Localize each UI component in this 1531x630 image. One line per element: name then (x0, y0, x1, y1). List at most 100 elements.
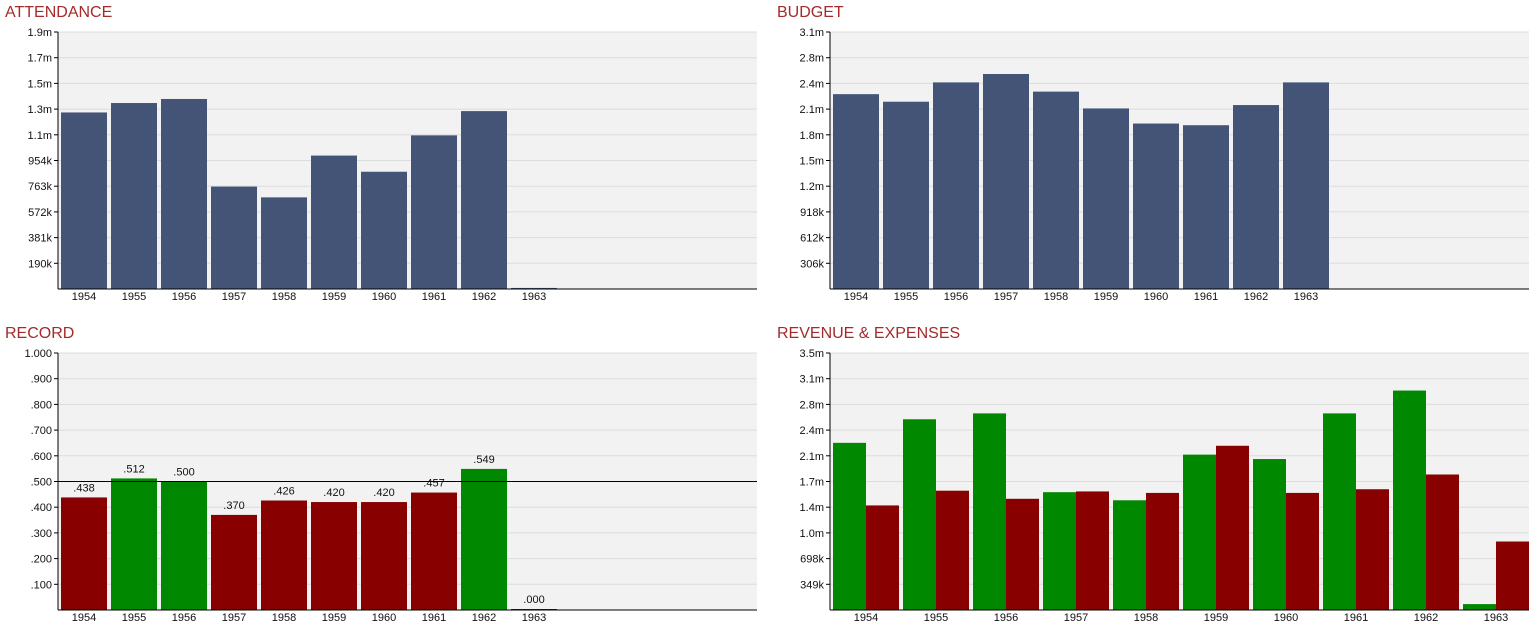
revenue-bar-series-1 (1146, 492, 1179, 610)
revenue-bar-series-1 (936, 490, 969, 610)
record-value-label: .000 (523, 594, 544, 606)
revenue-x-tick-label: 1954 (854, 612, 878, 624)
budget-y-tick-label: 3.1m (800, 27, 824, 39)
revenue-panel: REVENUE & EXPENSES (777, 325, 1531, 630)
attendance-bar (211, 186, 257, 289)
budget-x-tick-label: 1963 (1294, 291, 1318, 303)
attendance-y-tick-label: 1.7m (28, 53, 52, 65)
budget-y-tick-label: 2.4m (800, 78, 824, 90)
record-x-tick-label: 1961 (422, 612, 446, 624)
budget-x-tick-label: 1956 (944, 291, 968, 303)
record-bar (461, 468, 507, 610)
record-title: RECORD (5, 325, 75, 342)
revenue-bar-series-1 (1356, 489, 1389, 610)
revenue-x-tick-label: 1959 (1204, 612, 1228, 624)
record-y-tick-label: 1.000 (24, 348, 52, 360)
revenue-y-tick-label: 2.4m (800, 425, 824, 437)
record-bar (361, 502, 407, 610)
budget-x-tick-label: 1954 (844, 291, 868, 303)
budget-y-tick-label: 612k (800, 233, 824, 245)
revenue-chart: 349k 698k 1.0m 1.4m 1.7m 2.1m 2.4m 2.8m 3.1m 3.5m… (800, 348, 1529, 624)
revenue-x-tick-label: 1961 (1344, 612, 1368, 624)
revenue-bar-series-0 (1183, 454, 1216, 610)
revenue-bar-series-0 (1113, 500, 1146, 610)
record-value-label: .438 (73, 482, 94, 494)
budget-bar (933, 82, 979, 290)
attendance-bar (511, 287, 557, 289)
attendance-y-tick-label: 763k (28, 181, 52, 193)
record-y-tick-label: .300 (31, 528, 52, 540)
record-value-label: .457 (423, 478, 444, 490)
record-bar (261, 500, 307, 610)
attendance-y-tick-label: 190k (28, 258, 52, 270)
revenue-y-tick-label: 1.4m (800, 502, 824, 514)
budget-y-tick-label: 2.8m (800, 53, 824, 65)
budget-x-tick-label: 1960 (1144, 291, 1168, 303)
attendance-y-tick-label: 1.9m (28, 27, 52, 39)
record-bar (211, 514, 257, 610)
attendance-title: ATTENDANCE (5, 4, 113, 21)
record-x-tick-label: 1959 (322, 612, 346, 624)
revenue-y-tick-label: 2.1m (800, 451, 824, 463)
budget-bar (1233, 105, 1279, 289)
record-panel: RECORD (5, 325, 765, 630)
record-x-tick-label: 1962 (472, 612, 496, 624)
budget-y-tick-label: 306k (800, 258, 824, 270)
revenue-bar-series-1 (1426, 474, 1459, 610)
budget-bar (1283, 82, 1329, 290)
attendance-x-tick-label: 1955 (122, 291, 146, 303)
budget-bar (1133, 123, 1179, 290)
record-value-label: .420 (323, 487, 344, 499)
revenue-x-tick-label: 1963 (1484, 612, 1508, 624)
attendance-x-tick-label: 1956 (172, 291, 196, 303)
revenue-bar-series-0 (1253, 459, 1286, 610)
revenue-bar-series-1 (1286, 492, 1319, 610)
revenue-bar-series-0 (1463, 604, 1496, 610)
revenue-bar-series-1 (866, 505, 899, 610)
revenue-bar-series-0 (903, 419, 936, 610)
budget-x-tick-label: 1955 (894, 291, 918, 303)
attendance-x-tick-label: 1962 (472, 291, 496, 303)
revenue-y-tick-label: 2.8m (800, 399, 824, 411)
revenue-y-tick-label: 349k (800, 579, 824, 591)
budget-panel: BUDGET (777, 4, 1531, 314)
record-y-tick-label: .400 (31, 502, 52, 514)
budget-y-tick-label: 1.8m (800, 130, 824, 142)
record-x-tick-label: 1957 (222, 612, 246, 624)
record-bar (411, 492, 457, 610)
revenue-bar-series-1 (1006, 498, 1039, 610)
revenue-x-tick-label: 1962 (1414, 612, 1438, 624)
record-bar (111, 478, 157, 610)
budget-x-tick-label: 1962 (1244, 291, 1268, 303)
attendance-bar (311, 155, 357, 289)
record-value-label: .426 (273, 486, 294, 498)
budget-y-tick-label: 1.2m (800, 181, 824, 193)
revenue-y-tick-label: 3.1m (800, 374, 824, 386)
attendance-bar (361, 171, 407, 289)
budget-y-tick-label: 2.1m (800, 104, 824, 116)
record-x-tick-label: 1954 (72, 612, 96, 624)
revenue-y-tick-label: 698k (800, 554, 824, 566)
attendance-bar (111, 103, 157, 289)
revenue-title: REVENUE & EXPENSES (777, 325, 961, 342)
attendance-x-tick-label: 1957 (222, 291, 246, 303)
revenue-bar-series-0 (1393, 390, 1426, 610)
record-value-label: .420 (373, 487, 394, 499)
attendance-y-tick-label: 954k (28, 156, 52, 168)
record-value-label: .549 (473, 454, 494, 466)
record-value-label: .370 (223, 500, 244, 512)
revenue-x-tick-label: 1955 (924, 612, 948, 624)
attendance-panel: ATTENDANCE (5, 4, 765, 314)
budget-title: BUDGET (777, 4, 844, 21)
budget-bar (983, 73, 1029, 289)
attendance-bar (461, 111, 507, 289)
record-chart: .100 .200 .300 .400 .500 .600 .700 .800 .900 1.00… (24, 348, 757, 624)
record-x-tick-label: 1958 (272, 612, 296, 624)
record-bar (161, 481, 207, 610)
record-x-tick-label: 1963 (522, 612, 546, 624)
revenue-bar-series-0 (1043, 492, 1076, 610)
budget-x-tick-label: 1961 (1194, 291, 1218, 303)
budget-bar (883, 101, 929, 289)
record-value-label: .500 (173, 467, 194, 479)
attendance-x-tick-label: 1954 (72, 291, 96, 303)
